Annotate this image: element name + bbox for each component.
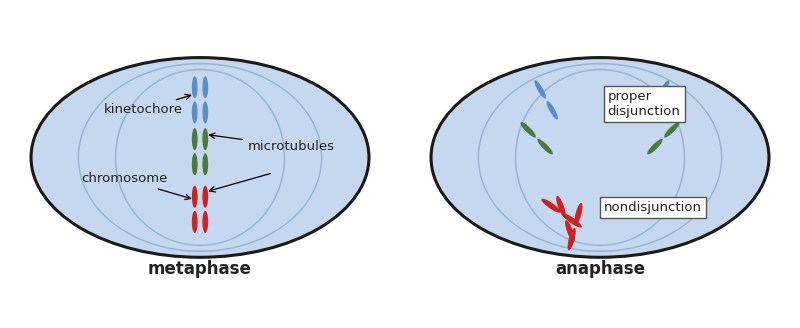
Ellipse shape (568, 228, 576, 250)
Text: kinetochore: kinetochore (104, 94, 190, 116)
Ellipse shape (192, 128, 198, 150)
Ellipse shape (31, 58, 369, 257)
Text: proper
disjunction: proper disjunction (608, 90, 681, 118)
Ellipse shape (521, 122, 536, 137)
Ellipse shape (646, 101, 658, 119)
Ellipse shape (202, 153, 208, 175)
Text: chromosome: chromosome (81, 173, 190, 199)
Ellipse shape (202, 186, 208, 208)
Ellipse shape (562, 214, 582, 228)
Ellipse shape (542, 199, 561, 213)
Ellipse shape (546, 101, 558, 119)
Ellipse shape (202, 211, 208, 233)
Ellipse shape (565, 220, 574, 242)
Ellipse shape (574, 203, 582, 225)
Ellipse shape (192, 211, 198, 233)
Ellipse shape (202, 101, 208, 123)
Ellipse shape (192, 153, 198, 175)
Ellipse shape (192, 76, 198, 98)
Ellipse shape (431, 58, 769, 257)
Ellipse shape (192, 101, 198, 123)
Text: anaphase: anaphase (555, 260, 645, 278)
Ellipse shape (192, 186, 198, 208)
Ellipse shape (534, 80, 546, 99)
Ellipse shape (202, 128, 208, 150)
Ellipse shape (664, 122, 679, 137)
Ellipse shape (202, 76, 208, 98)
Text: microtubules: microtubules (210, 133, 335, 153)
Ellipse shape (647, 139, 662, 154)
Text: nondisjunction: nondisjunction (604, 201, 702, 214)
Text: metaphase: metaphase (148, 260, 252, 278)
Ellipse shape (658, 80, 670, 99)
Ellipse shape (556, 196, 566, 217)
Ellipse shape (538, 139, 553, 154)
